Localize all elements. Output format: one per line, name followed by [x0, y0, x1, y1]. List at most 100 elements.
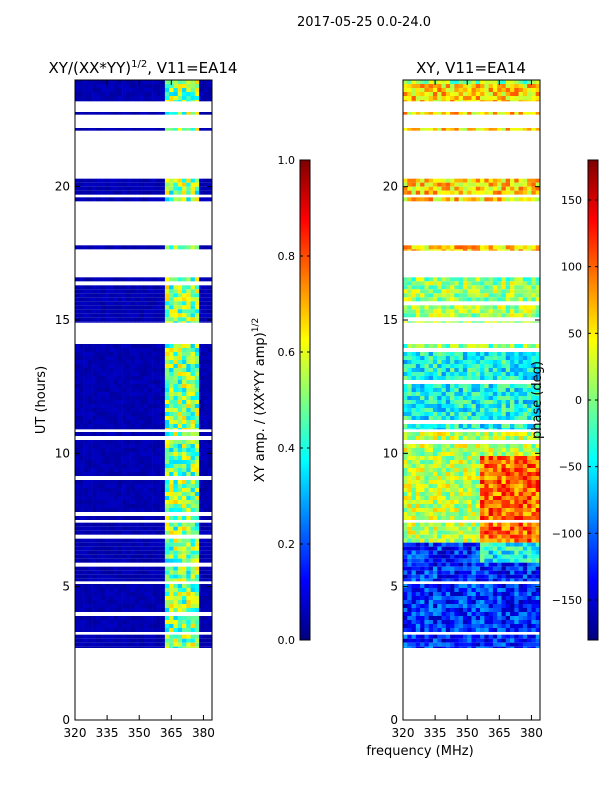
heatmap-cell — [79, 604, 84, 608]
heatmap-cell — [190, 546, 196, 551]
heatmap-cell — [83, 420, 89, 424]
heatmap-cell — [411, 452, 417, 456]
heatmap-cell — [173, 297, 179, 302]
heatmap-cell — [480, 570, 485, 575]
heatmap-cell — [152, 301, 157, 306]
heatmap-cell — [424, 480, 429, 484]
heatmap-cell — [510, 638, 515, 643]
heatmap-cell — [458, 592, 464, 596]
heatmap-cell — [484, 538, 489, 543]
heatmap-cell — [177, 448, 183, 452]
heatmap-cell — [164, 604, 170, 608]
heatmap-cell — [501, 480, 507, 484]
heatmap-cell — [156, 592, 161, 596]
heatmap-cell — [143, 600, 149, 604]
heatmap-cell — [420, 534, 425, 539]
heatmap-cell — [186, 570, 191, 575]
heatmap-cell — [514, 480, 519, 484]
heatmap-cell — [100, 504, 106, 508]
heatmap-cell — [420, 492, 425, 496]
heatmap-cell — [92, 488, 97, 492]
heatmap-cell — [471, 516, 477, 520]
heatmap-cell — [87, 642, 93, 647]
heatmap-cell — [182, 500, 187, 504]
heatmap-cell — [177, 368, 183, 372]
heatmap-cell — [79, 522, 84, 527]
heatmap-cell — [471, 352, 477, 356]
heatmap-cell — [411, 558, 417, 563]
heatmap-cell — [126, 321, 131, 323]
heatmap-cell — [96, 546, 101, 551]
heatmap-cell — [117, 592, 123, 596]
heatmap-cell — [522, 624, 528, 628]
heatmap-cell — [497, 504, 502, 508]
heatmap-cell — [527, 500, 532, 504]
heatmap-cell — [152, 508, 157, 512]
heatmap-cell — [104, 376, 110, 380]
heatmap-cell — [109, 96, 114, 100]
heatmap-cell — [130, 570, 136, 575]
heatmap-cell — [411, 530, 417, 535]
heatmap-cell — [432, 642, 438, 647]
heatmap-cell — [113, 80, 119, 84]
heatmap-cell — [87, 360, 93, 364]
heatmap-cell — [169, 522, 174, 527]
heatmap-cell — [501, 444, 507, 448]
heatmap-cell — [415, 504, 421, 508]
heatmap-cell — [203, 178, 209, 183]
heatmap-cell — [96, 197, 101, 202]
heatmap-cell — [173, 440, 179, 444]
heatmap-cell — [471, 608, 477, 612]
heatmap-cell — [117, 412, 123, 416]
heatmap-cell — [96, 588, 101, 592]
heatmap-cell — [96, 100, 101, 102]
heatmap-cell — [190, 364, 196, 368]
heatmap-cell — [92, 522, 97, 527]
heatmap-cell — [156, 448, 161, 452]
heatmap-cell — [194, 460, 200, 464]
heatmap-cell — [531, 646, 537, 648]
heatmap-cell — [173, 356, 179, 360]
heatmap-cell — [415, 546, 421, 551]
heatmap-cell — [492, 574, 498, 579]
heatmap-cell — [407, 530, 412, 535]
heatmap-cell — [169, 452, 174, 456]
heatmap-cell — [109, 396, 114, 400]
heatmap-cell — [501, 542, 507, 547]
heatmap-cell — [160, 456, 166, 460]
heatmap-cell — [454, 476, 459, 480]
heatmap-cell — [501, 628, 507, 632]
heatmap-cell — [194, 404, 200, 408]
heatmap-cell — [164, 309, 170, 314]
heatmap-cell — [492, 352, 498, 356]
heatmap-cell — [535, 432, 541, 436]
heatmap-cell — [104, 504, 110, 508]
heatmap-cell — [471, 558, 477, 563]
heatmap-cell — [83, 388, 89, 392]
heatmap-cell — [134, 360, 140, 364]
heatmap-cell — [415, 496, 421, 500]
heatmap-cell — [75, 530, 80, 535]
heatmap-cell — [177, 440, 183, 444]
heatmap-cell — [117, 84, 123, 88]
heatmap-cell — [134, 380, 140, 384]
heatmap-cell — [190, 293, 196, 298]
heatmap-cell — [177, 596, 183, 600]
heatmap-cell — [531, 456, 537, 460]
heatmap-cell — [134, 364, 140, 368]
heatmap-cell — [531, 436, 537, 440]
heatmap-cell — [130, 360, 136, 364]
heatmap-cell — [130, 522, 136, 527]
heatmap-cell — [79, 608, 84, 612]
heatmap-cell — [177, 186, 183, 191]
heatmap-cell — [522, 504, 528, 508]
heatmap-cell — [535, 620, 541, 624]
heatmap-cell — [535, 436, 541, 440]
heatmap-cell — [79, 628, 84, 632]
heatmap-cell — [471, 634, 477, 639]
heatmap-cell — [510, 578, 515, 582]
heatmap-cell — [79, 468, 84, 472]
heatmap-cell — [203, 444, 209, 448]
heatmap-cell — [475, 344, 481, 348]
heatmap-cell — [522, 472, 528, 476]
